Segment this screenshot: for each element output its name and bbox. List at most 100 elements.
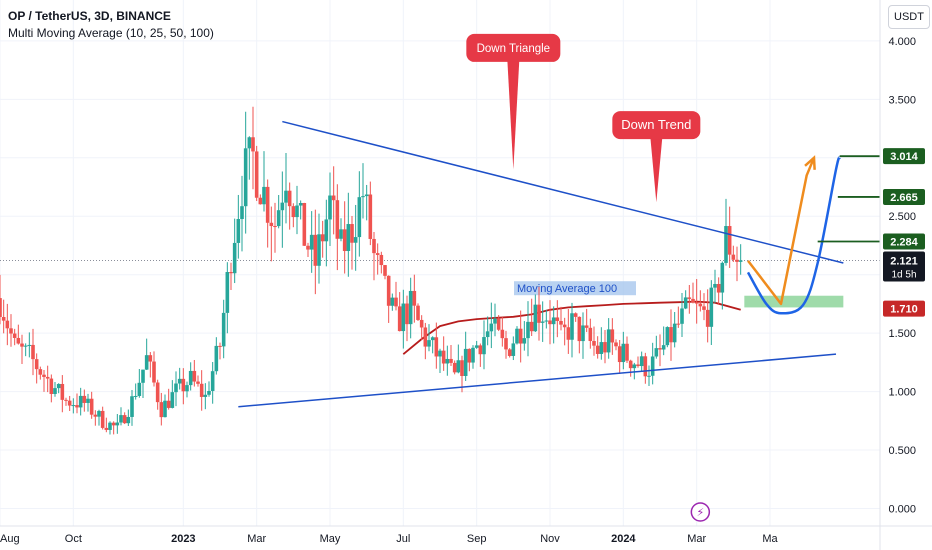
lightning-glyph: ⚡ [696, 506, 704, 519]
trendline-layer [238, 120, 844, 408]
candle-body [405, 303, 409, 325]
candle-body [628, 360, 633, 369]
candle-body [698, 303, 703, 307]
candle-body [20, 343, 24, 347]
candle-body [430, 337, 435, 341]
candle-body [331, 195, 336, 201]
candle-body [441, 350, 446, 364]
candle-body [570, 313, 574, 340]
candle-body [478, 345, 483, 355]
indicator-label: Multi Moving Average (10, 25, 50, 100) [8, 26, 214, 40]
price-level-label: 3.014 [890, 151, 918, 163]
candle-body [342, 229, 347, 252]
y-tick-label: 0.000 [888, 503, 916, 515]
current-price-label: 2.121 [890, 256, 918, 268]
candle-body [291, 206, 296, 218]
candle-body [610, 329, 615, 343]
candle-body [577, 316, 582, 342]
chart-title: OP / TetherUS, 3D, BINANCE [8, 9, 171, 23]
event-marker-circle [690, 502, 711, 522]
candle-body [507, 349, 512, 356]
candle-body [273, 226, 277, 228]
candle-body [97, 410, 101, 417]
candle-body [258, 197, 263, 205]
candle-body [691, 298, 695, 303]
callout-pointer [650, 137, 663, 203]
candle-body [295, 205, 299, 218]
candle-body [130, 396, 134, 417]
candle-body [412, 290, 417, 306]
price-level-label: 2.665 [890, 192, 918, 204]
candle-body [155, 382, 160, 403]
candle-body [236, 219, 241, 243]
candle-body [643, 356, 648, 377]
candle-body [551, 317, 556, 325]
x-tick-label: 2024 [611, 533, 636, 545]
candle-body [584, 325, 589, 328]
candle-body [592, 341, 596, 346]
candle-body [511, 343, 516, 356]
candle-body [493, 318, 497, 324]
candle-body [357, 197, 362, 238]
callout-pointer [507, 59, 520, 170]
candle-body [71, 405, 76, 407]
candle-body [185, 385, 189, 392]
price-level-box [883, 233, 925, 250]
candle-body [665, 327, 670, 346]
candle-body [540, 321, 545, 323]
ma-label: Moving Average 100 [517, 283, 617, 295]
candle-body [284, 190, 288, 203]
y-tick-label: 0.500 [888, 445, 916, 457]
candle-body [265, 186, 270, 223]
candle-body [317, 234, 321, 266]
candle-body [467, 348, 472, 363]
candle-body [221, 312, 226, 347]
candle-body [533, 304, 538, 332]
currency-button[interactable]: USDT [888, 5, 930, 29]
candle-body [60, 383, 65, 400]
candle-body [445, 358, 450, 364]
event-marker-icon[interactable]: ⚡ [690, 502, 711, 522]
candle-body [702, 306, 706, 310]
callout-text: Down Triangle [477, 43, 551, 55]
y-tick-label: 3.500 [888, 94, 916, 106]
candle-body [339, 229, 343, 239]
x-tick-label: Jul [396, 533, 410, 545]
candle-body [372, 238, 376, 254]
y-tick-label: 4.000 [888, 36, 916, 48]
candle-body [727, 226, 732, 255]
candle-body [324, 219, 329, 242]
candle-body [515, 328, 519, 344]
candle-body [170, 392, 175, 408]
candle-body [617, 346, 622, 363]
lower-trendline [238, 353, 837, 408]
support-zone [744, 295, 844, 308]
candle-body [669, 327, 673, 343]
candle-body [548, 320, 552, 325]
candle-body [192, 370, 197, 382]
price-level-box [883, 188, 925, 205]
candle-body [672, 323, 677, 343]
candles-layer [0, 106, 743, 435]
candle-body [423, 327, 428, 347]
y-tick-label: 1.500 [888, 328, 916, 340]
x-tick-label: Sep [467, 533, 487, 545]
candle-body [302, 202, 307, 246]
countdown-label: 1d 5h [891, 270, 916, 281]
candle-body [738, 260, 743, 262]
candle-body [276, 210, 281, 227]
candle-body [159, 402, 164, 418]
candle-body [434, 337, 439, 357]
candle-body [335, 200, 340, 239]
candle-body [141, 369, 145, 383]
candle-body [5, 320, 10, 329]
candle-body [485, 331, 490, 338]
candle-body [416, 305, 420, 320]
price-level-box [883, 148, 925, 165]
candle-body [489, 323, 494, 332]
candle-body [280, 202, 285, 211]
candle-body [361, 196, 365, 198]
candle-body [240, 206, 244, 220]
